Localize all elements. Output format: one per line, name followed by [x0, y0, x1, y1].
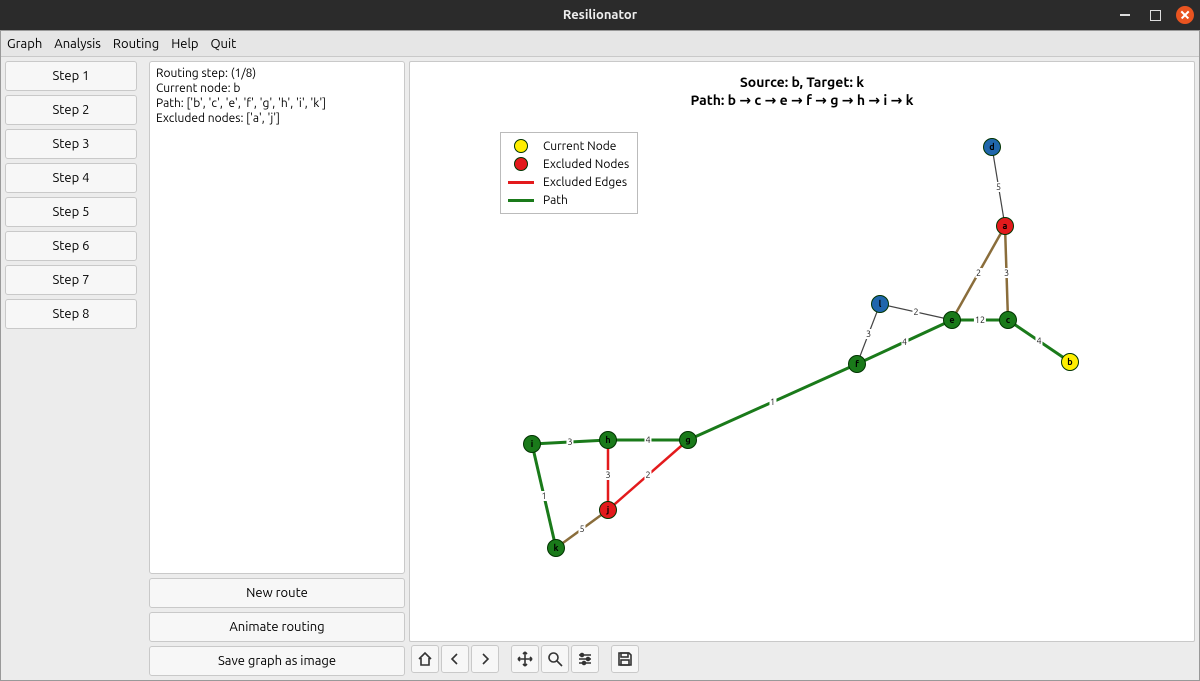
- edge-label: 4: [901, 337, 908, 347]
- edge-label: 1: [540, 491, 547, 501]
- figure-toolbar: [409, 642, 1195, 676]
- step-button-6[interactable]: Step 6: [5, 231, 137, 261]
- edge-label: 1: [769, 397, 776, 407]
- step-button-2[interactable]: Step 2: [5, 95, 137, 125]
- edge-label: 12: [974, 315, 986, 325]
- animate-routing-button[interactable]: Animate routing: [149, 612, 405, 642]
- graph-node-g[interactable]: g: [679, 431, 697, 449]
- edge-layer: [410, 62, 1194, 641]
- edge-label: 3: [1003, 268, 1010, 278]
- edge-label: 2: [975, 268, 982, 278]
- graph-node-l[interactable]: l: [871, 295, 889, 313]
- step-button-8[interactable]: Step 8: [5, 299, 137, 329]
- toolbar-back-icon[interactable]: [441, 645, 469, 673]
- menu-analysis[interactable]: Analysis: [54, 37, 101, 51]
- edge-label: 3: [604, 470, 611, 480]
- step-button-1[interactable]: Step 1: [5, 61, 137, 91]
- edge-label: 5: [995, 182, 1002, 192]
- menu-help[interactable]: Help: [171, 37, 198, 51]
- menu-quit[interactable]: Quit: [210, 37, 236, 51]
- toolbar-save-icon[interactable]: [611, 645, 639, 673]
- graph-node-e[interactable]: e: [943, 311, 961, 329]
- edge-label: 3: [566, 437, 573, 447]
- edge-label: 2: [912, 307, 919, 317]
- edge-label: 2: [644, 470, 651, 480]
- routing-log: Routing step: (1/8) Current node: b Path…: [149, 61, 405, 574]
- edge-label: 5: [578, 524, 585, 534]
- menu-graph[interactable]: Graph: [7, 37, 42, 51]
- graph-node-k[interactable]: k: [547, 539, 565, 557]
- step-button-4[interactable]: Step 4: [5, 163, 137, 193]
- graph-canvas[interactable]: Source: b, Target: k Path: b → c → e → f…: [409, 61, 1195, 642]
- graph-node-c[interactable]: c: [999, 311, 1017, 329]
- window-minimize-button[interactable]: [1116, 6, 1134, 24]
- step-button-5[interactable]: Step 5: [5, 197, 137, 227]
- toolbar-forward-icon[interactable]: [471, 645, 499, 673]
- middle-column: Routing step: (1/8) Current node: b Path…: [141, 57, 409, 680]
- step-button-7[interactable]: Step 7: [5, 265, 137, 295]
- toolbar-pan-icon[interactable]: [511, 645, 539, 673]
- edge-label: 4: [644, 435, 651, 445]
- graph-node-h[interactable]: h: [599, 431, 617, 449]
- graph-node-a[interactable]: a: [996, 217, 1014, 235]
- titlebar: Resilionator: [0, 0, 1200, 30]
- window-close-button[interactable]: [1176, 6, 1194, 24]
- graph-node-d[interactable]: d: [983, 138, 1001, 156]
- edge-label: 3: [865, 329, 872, 339]
- toolbar-configure-icon[interactable]: [571, 645, 599, 673]
- graph-node-f[interactable]: f: [848, 355, 866, 373]
- steps-column: Step 1 Step 2 Step 3 Step 4 Step 5 Step …: [1, 57, 141, 680]
- graph-node-j[interactable]: j: [599, 501, 617, 519]
- toolbar-home-icon[interactable]: [411, 645, 439, 673]
- save-graph-button[interactable]: Save graph as image: [149, 646, 405, 676]
- step-button-3[interactable]: Step 3: [5, 129, 137, 159]
- menu-routing[interactable]: Routing: [113, 37, 159, 51]
- menubar: Graph Analysis Routing Help Quit: [1, 31, 1199, 57]
- new-route-button[interactable]: New route: [149, 578, 405, 608]
- figure-column: Source: b, Target: k Path: b → c → e → f…: [409, 57, 1199, 680]
- toolbar-zoom-icon[interactable]: [541, 645, 569, 673]
- edge-label: 4: [1035, 336, 1042, 346]
- window-maximize-button[interactable]: [1146, 6, 1164, 24]
- graph-node-b[interactable]: b: [1061, 353, 1079, 371]
- graph-node-i[interactable]: i: [523, 435, 541, 453]
- window-title: Resilionator: [0, 8, 1200, 22]
